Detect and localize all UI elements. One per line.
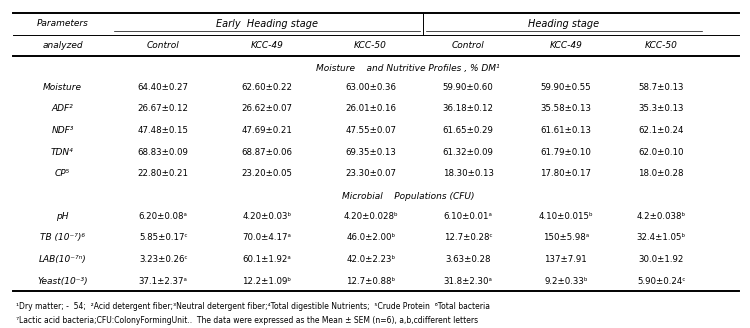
- Text: 61.65±0.29: 61.65±0.29: [442, 126, 494, 135]
- Text: ADF²: ADF²: [52, 104, 74, 113]
- Text: 32.4±1.05ᵇ: 32.4±1.05ᵇ: [637, 233, 686, 242]
- Text: 6.20±0.08ᵃ: 6.20±0.08ᵃ: [139, 212, 188, 221]
- Text: KCC-50: KCC-50: [645, 41, 677, 50]
- Text: 5.85±0.17ᶜ: 5.85±0.17ᶜ: [139, 233, 188, 242]
- Text: 61.32±0.09: 61.32±0.09: [442, 148, 494, 156]
- Text: 62.0±0.10: 62.0±0.10: [638, 148, 684, 156]
- Text: 137±7.91: 137±7.91: [544, 255, 587, 264]
- Text: 47.55±0.07: 47.55±0.07: [345, 126, 396, 135]
- Text: 5.90±0.24ᶜ: 5.90±0.24ᶜ: [637, 277, 686, 286]
- Text: 68.87±0.06: 68.87±0.06: [242, 148, 292, 156]
- Text: 60.1±1.92ᵃ: 60.1±1.92ᵃ: [242, 255, 291, 264]
- Text: 47.69±0.21: 47.69±0.21: [242, 126, 292, 135]
- Text: Microbial    Populations (CFU): Microbial Populations (CFU): [342, 192, 474, 201]
- Text: 47.48±0.15: 47.48±0.15: [138, 126, 189, 135]
- Text: 64.40±0.27: 64.40±0.27: [138, 83, 189, 92]
- Text: 62.1±0.24: 62.1±0.24: [638, 126, 684, 135]
- Text: LAB(10⁻⁷ⁿ): LAB(10⁻⁷ⁿ): [38, 255, 86, 264]
- Text: 36.18±0.12: 36.18±0.12: [442, 104, 494, 113]
- Text: Control: Control: [147, 41, 180, 50]
- Text: KCC-49: KCC-49: [549, 41, 582, 50]
- Text: 63.00±0.36: 63.00±0.36: [345, 83, 396, 92]
- Text: ⁷Lactic acid bacteria;CFU:ColonyFormingUnit..  The data were expressed as the Me: ⁷Lactic acid bacteria;CFU:ColonyFormingU…: [16, 316, 478, 325]
- Text: CP⁵: CP⁵: [55, 169, 70, 178]
- Text: 69.35±0.13: 69.35±0.13: [345, 148, 396, 156]
- Text: 26.62±0.07: 26.62±0.07: [242, 104, 292, 113]
- Text: 59.90±0.60: 59.90±0.60: [442, 83, 494, 92]
- Text: 26.67±0.12: 26.67±0.12: [138, 104, 189, 113]
- Text: 4.2±0.038ᵇ: 4.2±0.038ᵇ: [637, 212, 686, 221]
- Text: TDN⁴: TDN⁴: [51, 148, 74, 156]
- Text: KCC-49: KCC-49: [251, 41, 284, 50]
- Text: 3.23±0.26ᶜ: 3.23±0.26ᶜ: [139, 255, 188, 264]
- Text: 35.58±0.13: 35.58±0.13: [540, 104, 591, 113]
- Text: 4.20±0.028ᵇ: 4.20±0.028ᵇ: [344, 212, 398, 221]
- Text: 58.7±0.13: 58.7±0.13: [638, 83, 684, 92]
- Text: 18.30±0.13: 18.30±0.13: [442, 169, 494, 178]
- Text: 18.0±0.28: 18.0±0.28: [638, 169, 684, 178]
- Text: 12.7±0.28ᶜ: 12.7±0.28ᶜ: [444, 233, 493, 242]
- Text: 68.83±0.09: 68.83±0.09: [138, 148, 189, 156]
- Text: 26.01±0.16: 26.01±0.16: [345, 104, 396, 113]
- Text: 70.0±4.17ᵃ: 70.0±4.17ᵃ: [242, 233, 292, 242]
- Text: Moisture: Moisture: [43, 83, 82, 92]
- Text: 23.20±0.05: 23.20±0.05: [242, 169, 292, 178]
- Text: 6.10±0.01ᵃ: 6.10±0.01ᵃ: [444, 212, 493, 221]
- Text: 9.2±0.33ᵇ: 9.2±0.33ᵇ: [544, 277, 587, 286]
- Text: 12.2±1.09ᵇ: 12.2±1.09ᵇ: [242, 277, 292, 286]
- Text: NDF³: NDF³: [51, 126, 74, 135]
- Text: 62.60±0.22: 62.60±0.22: [242, 83, 292, 92]
- Text: ¹Dry matter; -  54;  ²Acid detergent fiber;³Neutral detergent fiber;⁴Total diges: ¹Dry matter; - 54; ²Acid detergent fiber…: [16, 302, 490, 311]
- Text: 12.7±0.88ᵇ: 12.7±0.88ᵇ: [346, 277, 395, 286]
- Text: 61.61±0.13: 61.61±0.13: [540, 126, 591, 135]
- Text: KCC-50: KCC-50: [354, 41, 387, 50]
- Text: 61.79±0.10: 61.79±0.10: [540, 148, 591, 156]
- Text: 37.1±2.37ᵃ: 37.1±2.37ᵃ: [139, 277, 188, 286]
- Text: pH: pH: [56, 212, 69, 221]
- Text: 23.30±0.07: 23.30±0.07: [345, 169, 396, 178]
- Text: analyzed: analyzed: [42, 41, 82, 50]
- Text: Control: Control: [452, 41, 484, 50]
- Text: Yeast(10⁻³): Yeast(10⁻³): [38, 277, 88, 286]
- Text: Parameters: Parameters: [37, 19, 88, 28]
- Text: Heading stage: Heading stage: [528, 18, 599, 29]
- Text: 22.80±0.21: 22.80±0.21: [138, 169, 189, 178]
- Text: TB (10⁻⁷)⁶: TB (10⁻⁷)⁶: [40, 233, 85, 242]
- Text: 42.0±2.23ᵇ: 42.0±2.23ᵇ: [346, 255, 395, 264]
- Text: 150±5.98ᵃ: 150±5.98ᵃ: [543, 233, 589, 242]
- Text: 30.0±1.92: 30.0±1.92: [638, 255, 684, 264]
- Text: 4.20±0.03ᵇ: 4.20±0.03ᵇ: [242, 212, 292, 221]
- Text: 46.0±2.00ᵇ: 46.0±2.00ᵇ: [346, 233, 395, 242]
- Text: Early  Heading stage: Early Heading stage: [216, 18, 318, 29]
- Text: 35.3±0.13: 35.3±0.13: [638, 104, 684, 113]
- Text: 31.8±2.30ᵃ: 31.8±2.30ᵃ: [444, 277, 493, 286]
- Text: 3.63±0.28: 3.63±0.28: [446, 255, 491, 264]
- Text: 17.80±0.17: 17.80±0.17: [540, 169, 591, 178]
- Text: 4.10±0.015ᵇ: 4.10±0.015ᵇ: [538, 212, 593, 221]
- Text: 59.90±0.55: 59.90±0.55: [541, 83, 591, 92]
- Text: Moisture    and Nutritive Profiles , % DM¹: Moisture and Nutritive Profiles , % DM¹: [316, 64, 500, 72]
